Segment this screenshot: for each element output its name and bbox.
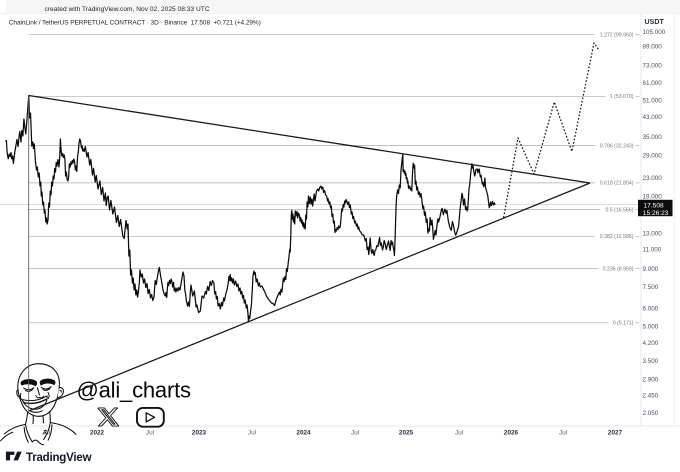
svg-text:89.000: 89.000 [643, 43, 663, 50]
svg-text:0.786 (32.243): 0.786 (32.243) [600, 143, 634, 149]
svg-text:Jul: Jul [42, 430, 50, 437]
svg-text:@ali_charts: @ali_charts [77, 378, 191, 403]
svg-text:1.272 (99.960): 1.272 (99.960) [600, 33, 634, 39]
svg-text:USDT: USDT [645, 18, 665, 26]
svg-text:6.000: 6.000 [643, 306, 659, 313]
svg-text:17.508: 17.508 [644, 203, 665, 210]
svg-text:23.000: 23.000 [643, 175, 663, 182]
svg-text:ChainLink / TetherUS PERPETUAL: ChainLink / TetherUS PERPETUAL CONTRACT … [9, 20, 261, 27]
svg-text:13.000: 13.000 [643, 230, 663, 237]
svg-text:9.000: 9.000 [643, 266, 659, 273]
svg-text:0 (5.171): 0 (5.171) [613, 321, 634, 327]
svg-text:TradingView: TradingView [26, 452, 92, 464]
svg-text:29.000: 29.000 [643, 152, 663, 159]
svg-text:2.900: 2.900 [643, 376, 659, 383]
svg-text:73.000: 73.000 [643, 63, 663, 70]
svg-text:7.500: 7.500 [643, 284, 659, 291]
svg-text:19.000: 19.000 [643, 194, 663, 201]
svg-text:2.450: 2.450 [643, 393, 659, 400]
svg-text:2024: 2024 [296, 430, 311, 437]
svg-text:43.000: 43.000 [643, 114, 663, 121]
svg-text:Jul: Jul [351, 430, 359, 437]
svg-text:2022: 2022 [90, 430, 105, 437]
svg-text:Jul: Jul [455, 430, 463, 437]
svg-text:2027: 2027 [608, 430, 623, 437]
svg-text:0.382 (12.586): 0.382 (12.586) [600, 234, 634, 240]
svg-text:2025: 2025 [399, 430, 414, 437]
svg-text:11.000: 11.000 [643, 247, 662, 254]
svg-text:0.5 (16.566): 0.5 (16.566) [606, 207, 634, 213]
svg-text:35.000: 35.000 [643, 134, 663, 141]
svg-text:5.000: 5.000 [643, 323, 659, 330]
svg-text:51.000: 51.000 [643, 98, 663, 105]
svg-text:61.000: 61.000 [643, 80, 663, 87]
svg-text:15:26:23: 15:26:23 [643, 210, 669, 217]
svg-text:1 (53.070): 1 (53.070) [610, 94, 634, 100]
svg-text:Jul: Jul [559, 430, 567, 437]
svg-text:Jul: Jul [146, 430, 154, 437]
svg-text:2.050: 2.050 [643, 410, 659, 417]
svg-text:Jul: Jul [248, 430, 256, 437]
svg-text:105.000: 105.000 [643, 29, 666, 36]
svg-text:2026: 2026 [504, 430, 519, 437]
svg-text:3.500: 3.500 [643, 358, 659, 365]
svg-text:0.618 (21.804): 0.618 (21.804) [600, 181, 634, 187]
svg-text:0.236 (8.959): 0.236 (8.959) [603, 266, 634, 272]
svg-text:4.200: 4.200 [643, 340, 659, 347]
svg-text:2023: 2023 [192, 430, 207, 437]
svg-text:created with TradingView.com,: created with TradingView.com, Nov 02, 20… [45, 6, 210, 13]
